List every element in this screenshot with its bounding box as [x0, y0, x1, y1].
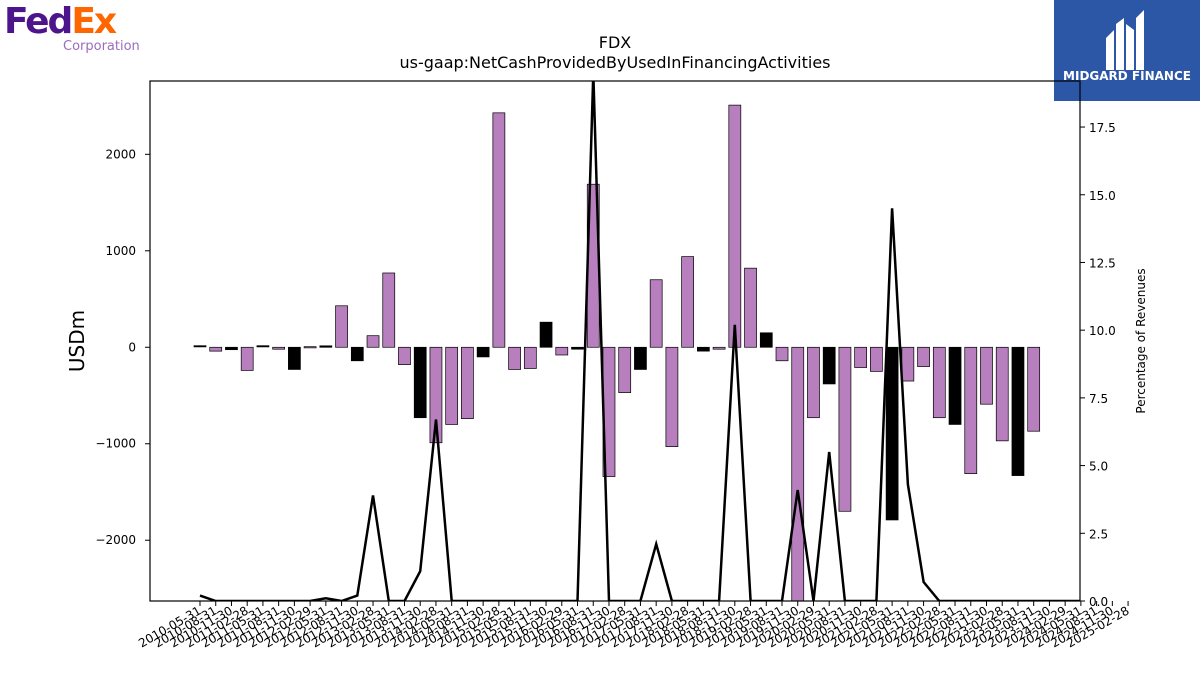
fedex-wordmark-ex: Ex	[71, 1, 117, 42]
bar	[366, 335, 380, 348]
bar	[335, 305, 348, 348]
bar	[461, 346, 474, 420]
bar	[571, 346, 584, 350]
bar	[681, 256, 694, 348]
bar	[744, 267, 757, 348]
bar	[932, 346, 946, 419]
right-axis-ticks: 0.0 2.5 5.0 7.5 10.0 12.5 15.0 17.5	[1080, 121, 1116, 609]
y2-tick-label: 2.5	[1089, 527, 1108, 541]
bar	[382, 272, 396, 348]
bar	[193, 345, 207, 348]
y2-axis-label: Percentage of Revenues	[1134, 268, 1148, 413]
bar	[807, 346, 820, 419]
bar	[209, 346, 223, 352]
series-line	[199, 81, 1080, 601]
bar	[980, 346, 993, 405]
bar	[1027, 346, 1041, 432]
y2-tick-label: 5.0	[1089, 460, 1108, 474]
y2-tick-label: 10.0	[1089, 324, 1116, 338]
bar	[870, 346, 883, 372]
bar	[256, 345, 270, 348]
bar	[759, 332, 773, 348]
y-tick-label: 1000	[105, 244, 136, 258]
midgard-finance-badge: MIDGARD FINANCE	[1054, 0, 1200, 101]
x-axis-ticks: 2010-05-312010-08-312010-11-302011-02-28…	[136, 601, 1132, 650]
bar	[775, 346, 789, 362]
bar	[948, 346, 962, 425]
y2-tick-label: 15.0	[1089, 189, 1116, 203]
y-axis-label: USDm	[65, 310, 89, 372]
bar	[964, 346, 978, 475]
bar	[917, 346, 930, 367]
bar	[508, 346, 521, 370]
y2-tick-label: 0.0	[1089, 595, 1108, 609]
bar	[712, 346, 726, 350]
fedex-wordmark: FedEx	[4, 1, 117, 42]
bar	[634, 346, 647, 370]
left-axis-ticks: −2000 −1000 0 1000 2000	[95, 147, 150, 547]
bar	[272, 346, 285, 350]
fedex-wordmark-fe: Fed	[4, 1, 73, 42]
bar	[665, 346, 679, 447]
bar	[539, 321, 553, 348]
plot-frame	[149, 80, 1081, 602]
bar	[319, 345, 333, 348]
y2-tick-label: 17.5	[1089, 121, 1116, 135]
bar	[523, 346, 537, 369]
bar	[303, 346, 317, 349]
bar	[618, 346, 632, 393]
bar	[398, 346, 411, 365]
bar	[225, 346, 238, 351]
bar-series	[193, 104, 1041, 602]
bar	[429, 346, 443, 444]
fedex-logo: FedEx Corporation	[4, 2, 144, 58]
bar	[697, 346, 710, 352]
chart-subtitle: us-gaap:NetCashProvidedByUsedInFinancing…	[399, 53, 830, 72]
bar	[445, 346, 459, 425]
y-tick-label: −1000	[95, 437, 136, 451]
line-series	[199, 81, 1080, 601]
midgard-finance-name: MIDGARD FINANCE	[1063, 69, 1191, 83]
bar	[854, 346, 868, 368]
bar	[288, 346, 301, 370]
bar	[728, 104, 742, 348]
y-tick-label: −2000	[95, 533, 136, 547]
y2-tick-label: 12.5	[1089, 256, 1116, 270]
bar	[476, 346, 490, 358]
bar	[413, 346, 427, 419]
y2-tick-label: 7.5	[1089, 392, 1108, 406]
bar	[838, 346, 852, 512]
chart-title: FDX	[599, 33, 632, 52]
bar	[492, 112, 506, 348]
fedex-subtitle: Corporation	[63, 39, 140, 54]
bar	[350, 346, 364, 362]
bar	[885, 346, 899, 521]
bar	[791, 346, 805, 602]
midgard-emblem-icon	[1106, 10, 1144, 70]
bar	[995, 346, 1009, 442]
bar	[901, 346, 915, 382]
bar	[555, 346, 569, 356]
y-tick-label: 0	[128, 340, 136, 354]
y-tick-label: 2000	[105, 147, 136, 161]
bar	[240, 346, 254, 371]
bar	[1011, 346, 1025, 476]
bar	[649, 279, 663, 348]
bar	[822, 346, 836, 385]
